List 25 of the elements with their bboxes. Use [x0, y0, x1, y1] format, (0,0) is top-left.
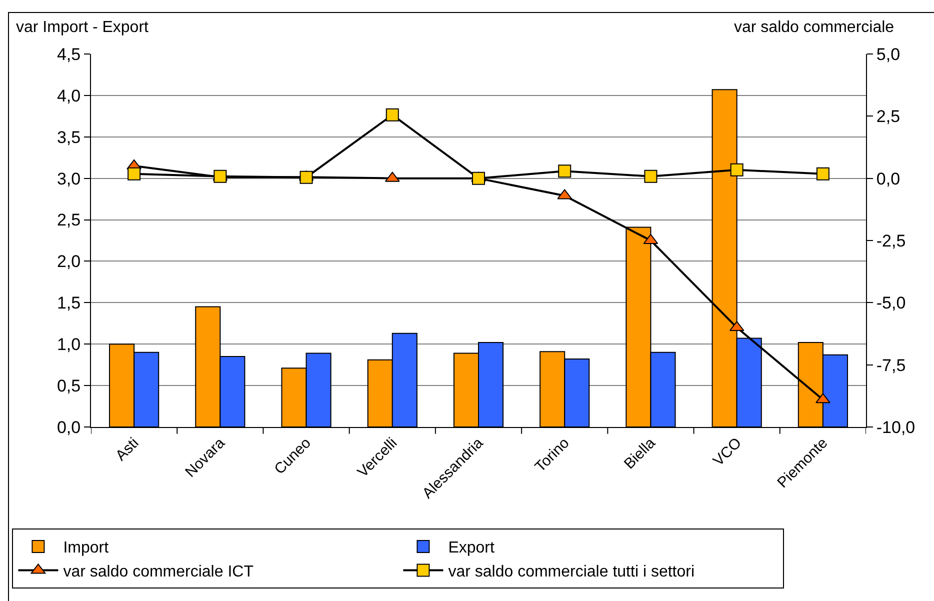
y2-tick-label: 2,5 — [876, 107, 900, 126]
y-tick-label: 2,5 — [56, 210, 81, 230]
x-tick-label: VCO — [710, 434, 745, 470]
y-tick-label: 4,5 — [56, 44, 81, 64]
y2-tick-label: 5,0 — [876, 44, 900, 64]
y-tick-label: 3,0 — [56, 169, 81, 188]
y-tick-label: 1,5 — [56, 294, 81, 313]
y-tick-label: 3,5 — [56, 128, 81, 147]
legend-label: Export — [448, 540, 495, 557]
legend-label: var saldo commerciale ICT — [63, 563, 254, 580]
y-axis-title: var Import - Export — [16, 19, 150, 36]
y2-tick-label: 0,0 — [876, 169, 900, 188]
y2-tick-label: -7,5 — [876, 356, 906, 375]
y-tick-label: 0,5 — [56, 376, 81, 396]
y-tick-label: 2,0 — [56, 252, 81, 272]
y-tick-label: 1,0 — [56, 335, 81, 354]
y-tick-label: 0,0 — [56, 418, 81, 437]
legend-label: var saldo commerciale tutti i settori — [448, 563, 695, 580]
y-tick-label: 4,0 — [56, 86, 81, 106]
y2-tick-label: -5,0 — [876, 294, 906, 313]
y2-axis-title: var saldo commerciale — [734, 19, 894, 36]
y2-tick-label: -10,0 — [876, 418, 916, 437]
legend-label: Import — [63, 540, 110, 557]
y2-tick-label: -2,5 — [876, 231, 906, 250]
x-tick-label: Asti — [112, 434, 142, 464]
